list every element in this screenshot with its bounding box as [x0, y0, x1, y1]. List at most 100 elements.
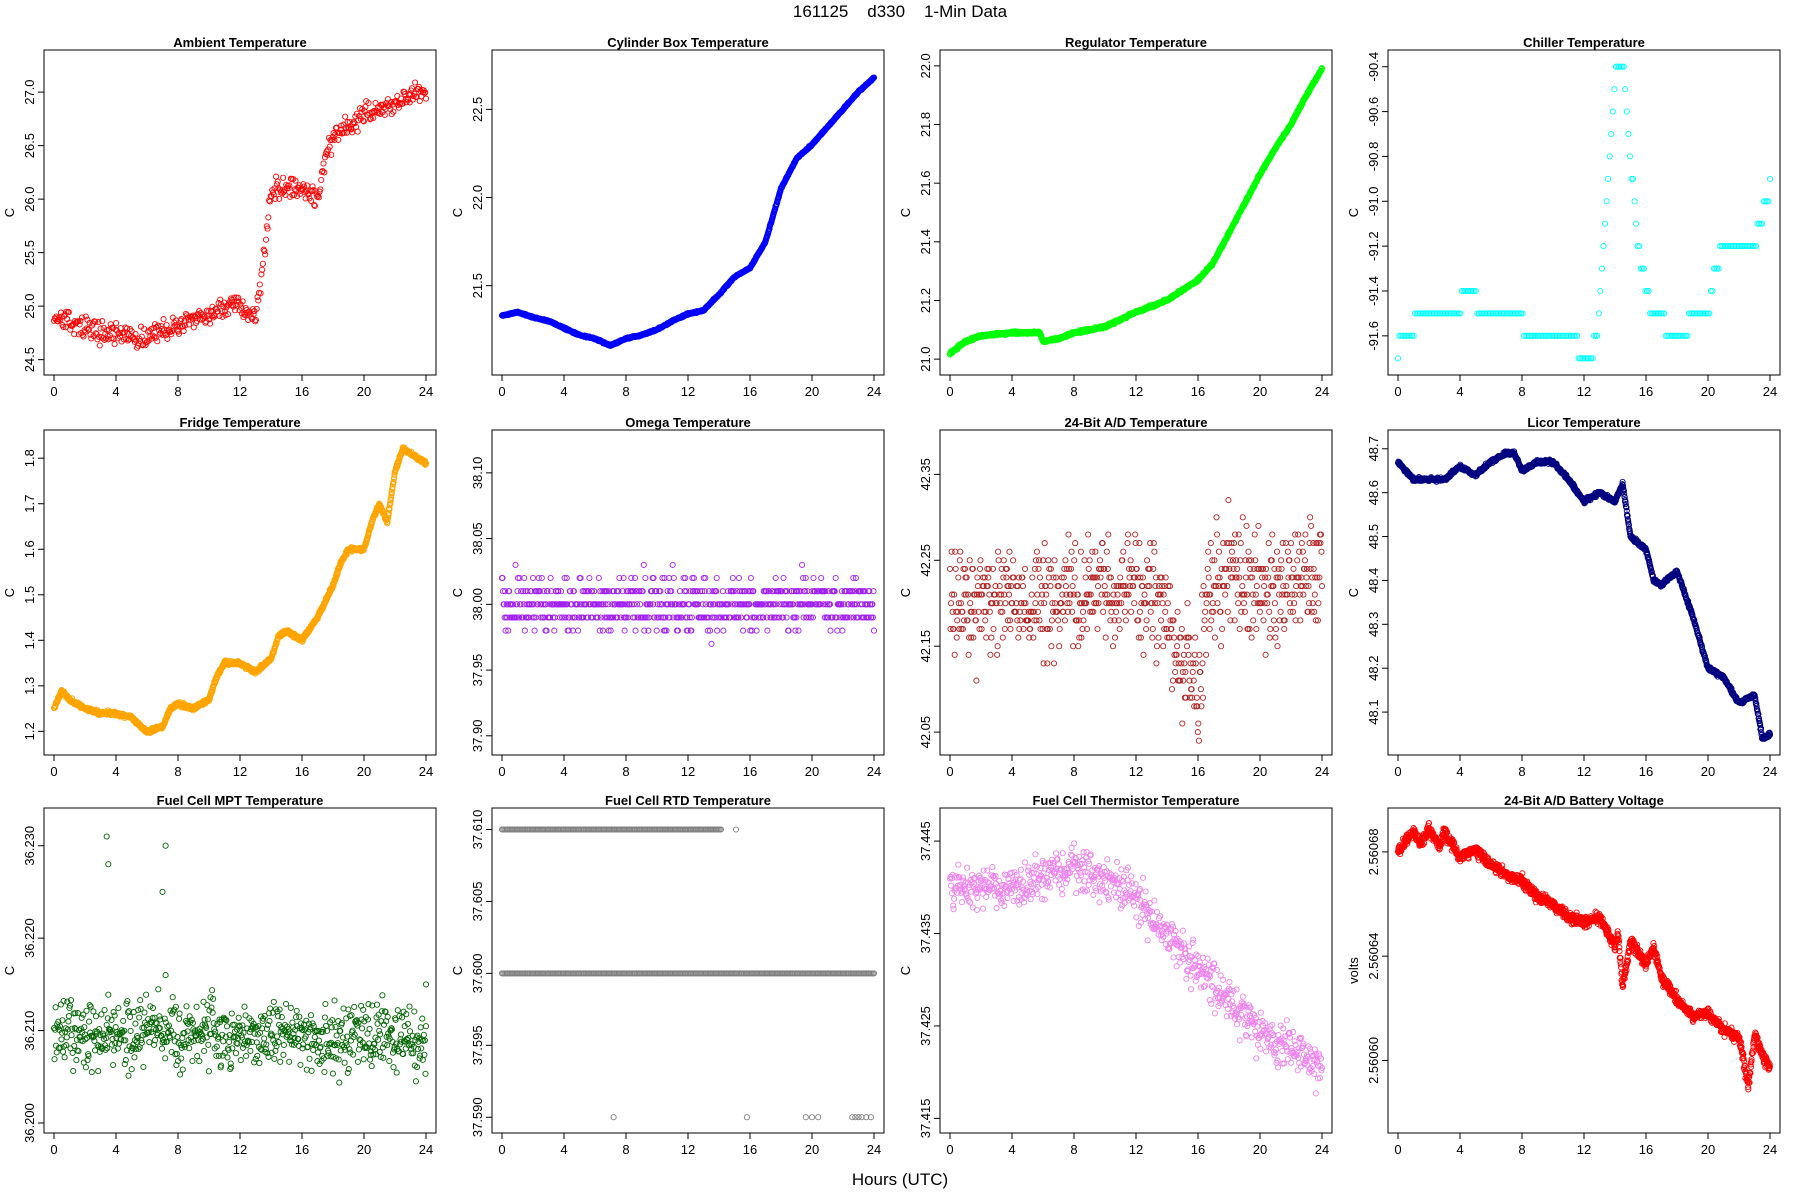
- y-tick-label: 1.8: [22, 449, 37, 467]
- data-point: [132, 330, 139, 338]
- data-point: [336, 130, 343, 137]
- x-tick-label: 20: [357, 764, 371, 779]
- data-point: [276, 195, 283, 202]
- data-point: [178, 316, 185, 323]
- data-points: [1394, 63, 1774, 362]
- data-point: [211, 313, 218, 320]
- data-point: [305, 191, 312, 198]
- data-point: [123, 325, 131, 332]
- x-tick-label: 4: [112, 764, 119, 779]
- page-title: 161125 d330 1-Min Data: [792, 2, 1008, 21]
- data-point: [259, 260, 266, 267]
- data-point: [318, 176, 325, 184]
- data-point: [60, 323, 67, 330]
- data-point: [217, 296, 224, 303]
- chart-title: Chiller Temperature: [1523, 35, 1645, 50]
- y-tick-label: 27.0: [22, 79, 37, 104]
- x-tick-label: 16: [1639, 384, 1653, 399]
- data-point: [1601, 220, 1609, 227]
- y-tick-label: 1.6: [22, 540, 37, 558]
- data-point: [319, 167, 326, 175]
- data-point: [1606, 153, 1613, 160]
- data-point: [1600, 243, 1607, 250]
- data-point: [1609, 108, 1616, 115]
- x-tick-label: 16: [295, 384, 309, 399]
- y-tick-label: -91.2: [1366, 231, 1381, 261]
- data-point: [358, 109, 365, 116]
- y-tick-label: 1.7: [22, 495, 37, 513]
- data-point: [294, 192, 301, 200]
- y-tick-label: -90.4: [1366, 52, 1381, 82]
- data-point: [422, 95, 430, 102]
- data-point: [235, 294, 242, 301]
- y-tick-label: 26.0: [22, 186, 37, 211]
- x-tick-label: 24: [419, 384, 433, 399]
- data-point: [407, 91, 414, 98]
- data-point: [197, 310, 204, 317]
- y-axis-label: C: [898, 208, 913, 217]
- data-point: [256, 281, 263, 288]
- y-tick-label: 1.2: [22, 722, 37, 740]
- data-point: [1623, 108, 1630, 115]
- data-point: [273, 173, 280, 180]
- data-point: [262, 251, 269, 258]
- data-point: [175, 330, 183, 337]
- x-tick-label: 20: [1701, 384, 1715, 399]
- data-point: [394, 92, 401, 100]
- y-axis-label: C: [2, 588, 17, 597]
- x-tick-label: 24: [419, 764, 433, 779]
- data-point: [1633, 220, 1640, 227]
- data-point: [367, 116, 374, 123]
- data-point: [311, 202, 318, 210]
- y-axis-label: C: [1346, 208, 1361, 217]
- x-tick-label: 8: [174, 384, 181, 399]
- data-point: [365, 99, 372, 107]
- y-tick-label: 21.6: [918, 171, 933, 196]
- data-point: [194, 310, 201, 318]
- chart-title: Fridge Temperature: [179, 415, 300, 430]
- data-point: [264, 225, 271, 232]
- chart-title: Ambient Temperature: [173, 35, 306, 50]
- data-point: [412, 79, 419, 86]
- plot-frame: [1387, 49, 1781, 376]
- data-point: [144, 338, 151, 345]
- data-point: [381, 111, 388, 118]
- data-point: [326, 143, 333, 150]
- data-point: [315, 194, 322, 201]
- data-points: [946, 65, 1326, 358]
- data-point: [317, 186, 324, 193]
- data-point: [95, 333, 103, 340]
- data-point: [168, 331, 175, 338]
- data-point: [207, 320, 214, 327]
- data-point: [1631, 198, 1638, 205]
- data-point: [78, 314, 86, 321]
- x-tick-label: 24: [1315, 384, 1329, 399]
- data-point: [219, 313, 226, 320]
- data-point: [231, 294, 238, 301]
- plot-frame: [491, 49, 885, 376]
- data-point: [99, 318, 106, 325]
- data-point: [390, 108, 397, 115]
- data-point: [321, 169, 328, 176]
- data-point: [261, 247, 268, 255]
- data-point: [386, 102, 393, 109]
- data-point: [103, 326, 110, 334]
- chart-title: Regulator Temperature: [1065, 35, 1207, 50]
- x-tick-label: 0: [498, 384, 505, 399]
- data-point: [274, 178, 281, 185]
- x-tick-label: 12: [233, 384, 247, 399]
- data-point: [205, 308, 212, 315]
- data-point: [422, 89, 429, 96]
- x-tick-label: 4: [112, 384, 119, 399]
- data-point: [265, 214, 272, 221]
- data-point: [362, 103, 369, 110]
- y-axis-label: C: [2, 208, 17, 217]
- data-point: [58, 313, 65, 320]
- data-point: [124, 337, 131, 344]
- data-point: [164, 335, 171, 342]
- data-point: [1595, 310, 1602, 317]
- data-point: [270, 191, 277, 198]
- x-tick-label: 4: [1456, 384, 1463, 399]
